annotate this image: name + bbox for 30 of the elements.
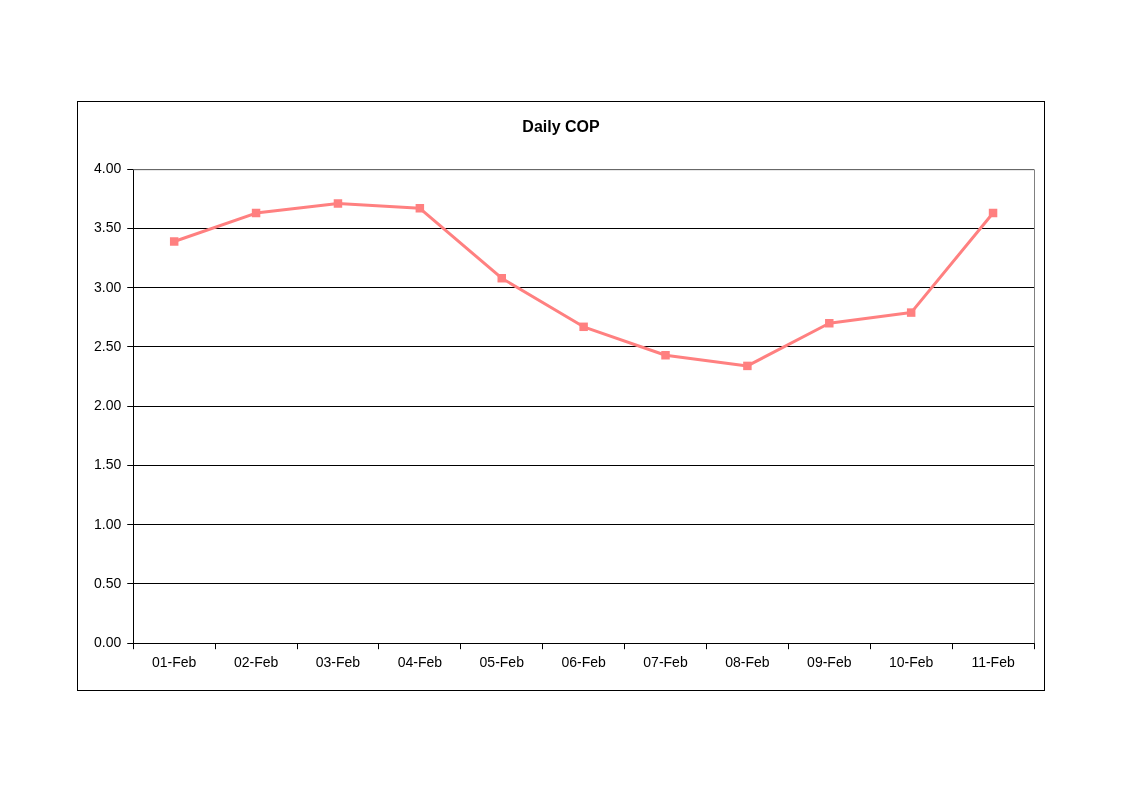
y-tick-label: 1.50 <box>94 456 122 473</box>
y-tick-label: 3.00 <box>94 278 122 295</box>
point <box>661 351 670 360</box>
x-tick-label: 10-Feb <box>888 654 934 671</box>
point <box>415 204 425 213</box>
x-tick-label: 08-Feb <box>725 654 770 671</box>
y-tick-label: 0.50 <box>94 574 122 591</box>
point <box>497 273 506 283</box>
point <box>333 199 343 208</box>
point <box>743 361 752 371</box>
point <box>825 319 834 328</box>
y-tick-label: 0.00 <box>94 634 122 651</box>
point <box>906 308 916 317</box>
point <box>169 237 179 246</box>
x-tick-label: 01-Feb <box>152 654 197 671</box>
y-tick-label: 2.50 <box>94 337 122 354</box>
x-tick-label: 09-Feb <box>807 654 852 671</box>
x-tick-label: 05-Feb <box>479 654 525 671</box>
x-tick-label: 07-Feb <box>643 654 688 671</box>
point <box>579 322 588 332</box>
x-tick-label: 06-Feb <box>561 654 607 671</box>
x-tick-label: 04-Feb <box>397 654 443 671</box>
y-tick-label: 4.00 <box>94 160 122 177</box>
chart-title: Daily COP <box>522 118 601 136</box>
x-tick-label: 02-Feb <box>233 654 279 671</box>
y-tick-label: 2.00 <box>94 397 122 414</box>
y-tick-label: 1.00 <box>94 515 122 532</box>
x-tick-label: 11-Feb <box>971 654 1015 671</box>
y-tick-label: 3.50 <box>94 219 122 236</box>
x-tick-label: 03-Feb <box>315 654 361 671</box>
